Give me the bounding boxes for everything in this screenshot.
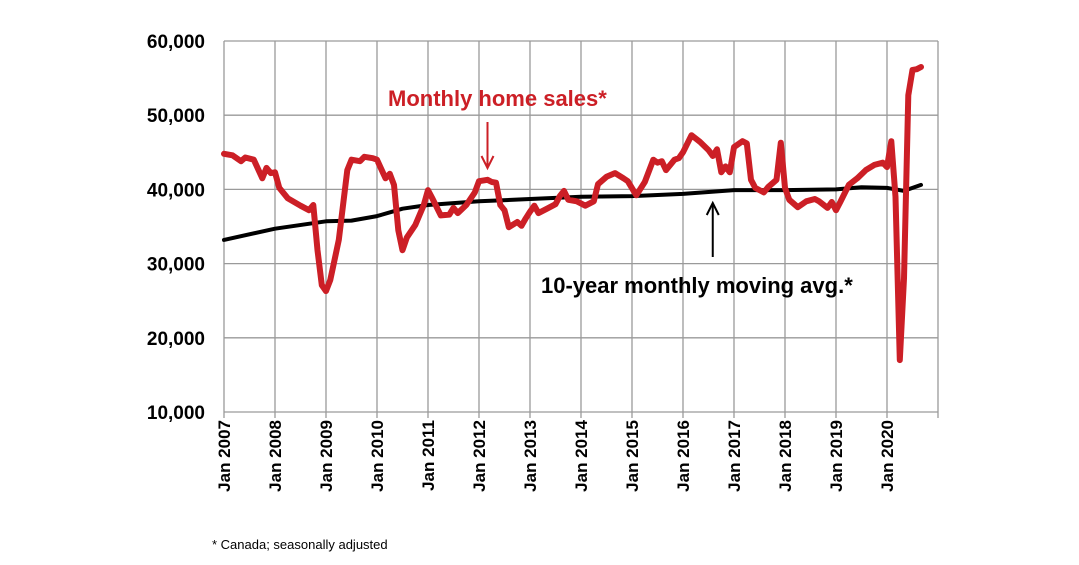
arrowhead-icon bbox=[480, 155, 495, 171]
moving-average-line bbox=[222, 182, 923, 242]
x-tick-label: Jan 2011 bbox=[419, 420, 438, 491]
x-tick-label: Jan 2010 bbox=[368, 420, 387, 492]
annotation-monthly-sales: Monthly home sales* bbox=[388, 86, 607, 111]
monthly-sales-line bbox=[221, 64, 924, 364]
y-tick-label: 30,000 bbox=[147, 255, 205, 276]
y-tick-label: 50,000 bbox=[147, 106, 205, 127]
series-lines bbox=[221, 64, 924, 364]
x-tick-label: Jan 2020 bbox=[878, 420, 897, 492]
annotation-moving-average: 10-year monthly moving avg.* bbox=[541, 273, 853, 298]
x-tick-label: Jan 2018 bbox=[776, 420, 795, 492]
x-tick-label: Jan 2019 bbox=[827, 420, 846, 492]
y-tick-label: 20,000 bbox=[147, 329, 205, 350]
x-tick-label: Jan 2015 bbox=[623, 420, 642, 492]
annotations: Monthly home sales* 10-year monthly movin… bbox=[388, 86, 853, 298]
y-tick-label: 40,000 bbox=[147, 180, 205, 201]
y-tick-label: 60,000 bbox=[147, 32, 205, 53]
y-axis-ticks: 10,000 20,000 30,000 40,000 50,000 60,000 bbox=[147, 32, 205, 424]
x-tick-label: Jan 2014 bbox=[572, 419, 591, 491]
x-tick-label: Jan 2009 bbox=[317, 420, 336, 492]
x-tick-label: Jan 2008 bbox=[266, 420, 285, 492]
x-tick-label: Jan 2016 bbox=[674, 420, 693, 492]
arrowhead-icon bbox=[705, 200, 720, 216]
x-axis-ticks: Jan 2007 Jan 2008 Jan 2009 Jan 2010 Jan 2011… bbox=[215, 419, 897, 491]
x-tick-label: Jan 2007 bbox=[215, 420, 234, 492]
grid bbox=[223, 40, 939, 418]
x-tick-label: Jan 2012 bbox=[470, 420, 489, 492]
x-tick-label: Jan 2017 bbox=[725, 420, 744, 492]
x-tick-label: Jan 2013 bbox=[521, 420, 540, 492]
y-tick-label: 10,000 bbox=[147, 403, 205, 424]
footnote: * Canada; seasonally adjusted bbox=[212, 537, 388, 552]
